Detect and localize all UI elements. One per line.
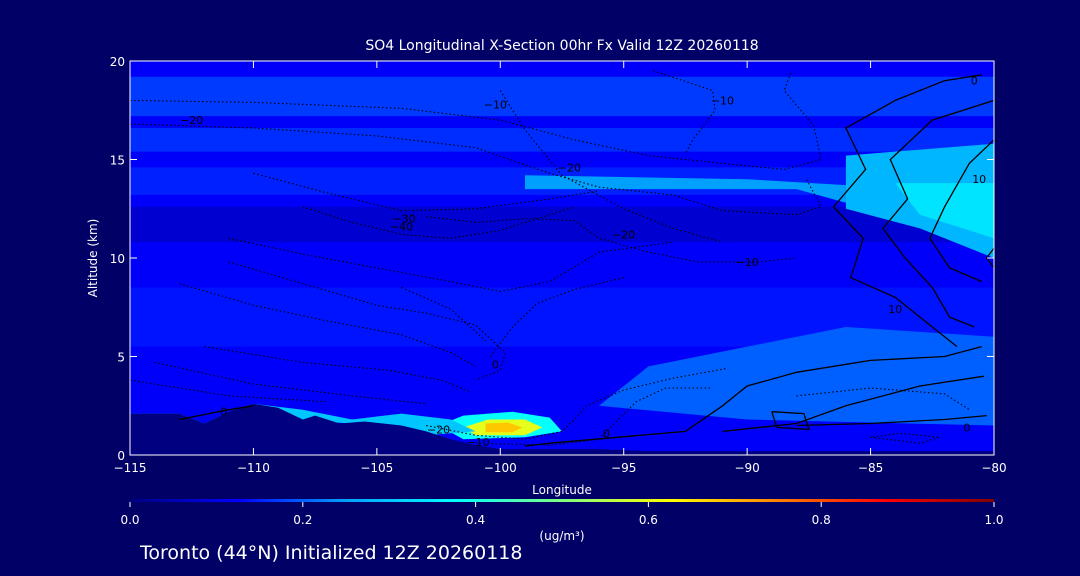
y-tick-label: 15 (110, 154, 125, 168)
contour-label: −30 (392, 213, 415, 226)
contour-label: −20 (558, 161, 581, 174)
contour-line-dotted (796, 387, 970, 411)
colorbar-bar (130, 499, 994, 502)
contour-line-solid (771, 411, 810, 431)
contour-label: −10 (711, 94, 734, 107)
colorbar-tick-label: 0.8 (812, 513, 831, 527)
contour-label: 0 (603, 427, 610, 440)
contour-line-dotted (401, 286, 486, 342)
contour-line-solid (882, 99, 994, 328)
contour-line-solid (796, 414, 987, 427)
colorbar-tick-label: 0.0 (120, 513, 139, 527)
contour-line-dotted (653, 70, 716, 154)
x-tick-label: −110 (237, 461, 270, 475)
x-tick-label: −105 (360, 461, 393, 475)
x-tick-label: −115 (114, 461, 147, 475)
concentration-region (525, 175, 846, 203)
contour-line-solid (722, 375, 985, 433)
concentration-region (895, 183, 994, 239)
chart-title: SO4 Longitudinal X-Section 00hr Fx Valid… (365, 38, 758, 54)
contour-label: −40 (390, 220, 413, 233)
contour-label: −20 (612, 228, 635, 241)
contour-line-solid (179, 405, 254, 421)
contour-line-dotted (489, 277, 624, 357)
y-tick-label: 20 (110, 55, 125, 69)
contour-label: 0 (971, 75, 978, 88)
concentration-region (599, 327, 994, 426)
colorbar-tick-label: 1.0 (984, 513, 1003, 527)
x-tick-label: −85 (858, 461, 883, 475)
contour-label: −20 (180, 114, 203, 127)
contour-label: 10 (972, 173, 986, 186)
colorbar-tick-label: 0.2 (293, 513, 312, 527)
contour-label: 0 (963, 421, 970, 434)
colorbar-tick-label: 0.4 (466, 513, 485, 527)
concentration-band (130, 76, 994, 117)
x-tick-label: −80 (981, 461, 1006, 475)
contour-line-dotted (475, 387, 711, 446)
y-tick-label: 0 (117, 449, 125, 463)
contour-label: 10 (888, 303, 902, 316)
contour-label: 0 (492, 358, 499, 371)
contour-label: −10 (484, 98, 507, 111)
x-tick-label: −95 (611, 461, 636, 475)
x-tick-label: −100 (484, 461, 517, 475)
contour-line-dotted (130, 70, 822, 170)
concentration-region (485, 422, 523, 433)
contour-line-dotted (130, 123, 822, 216)
contour-line-dotted (499, 90, 723, 243)
y-tick-label: 5 (117, 351, 125, 365)
contour-label: 0 (220, 406, 227, 419)
contour-line-solid (929, 139, 994, 283)
terrain-mask (130, 403, 994, 455)
contour-line-dotted (179, 283, 476, 367)
colorbar-label: (ug/m³) (539, 529, 584, 543)
y-axis-label: Altitude (km) (86, 219, 100, 298)
contour-line-solid (524, 345, 982, 447)
contour-line-dotted (130, 379, 328, 403)
colorbar-tick-label: 0.6 (639, 513, 658, 527)
colorbar: 0.0 0.2 0.4 0.6 0.8 1.0 (120, 499, 1004, 527)
contour-line-dotted (302, 206, 575, 239)
contour-line-solid (985, 247, 994, 269)
footer-caption: Toronto (44°N) Initialized 12Z 20260118 (140, 542, 523, 564)
contour-line-solid (832, 74, 982, 348)
x-tick-label: −90 (734, 461, 759, 475)
contour-line-dotted (870, 432, 940, 444)
contour-label: −10 (466, 436, 489, 449)
x-axis-label: Longitude (532, 483, 592, 497)
contour-label: −20 (427, 423, 450, 436)
concentration-band (130, 127, 994, 152)
contour-line-dotted (228, 237, 674, 293)
plot-area: −20 −10 −10 −20 −30−40 −20 −10 0 10 10 0 0 −20 −10 0 0 (130, 61, 994, 455)
y-tick-label: 10 (110, 252, 125, 266)
contour-label: −10 (736, 256, 759, 269)
